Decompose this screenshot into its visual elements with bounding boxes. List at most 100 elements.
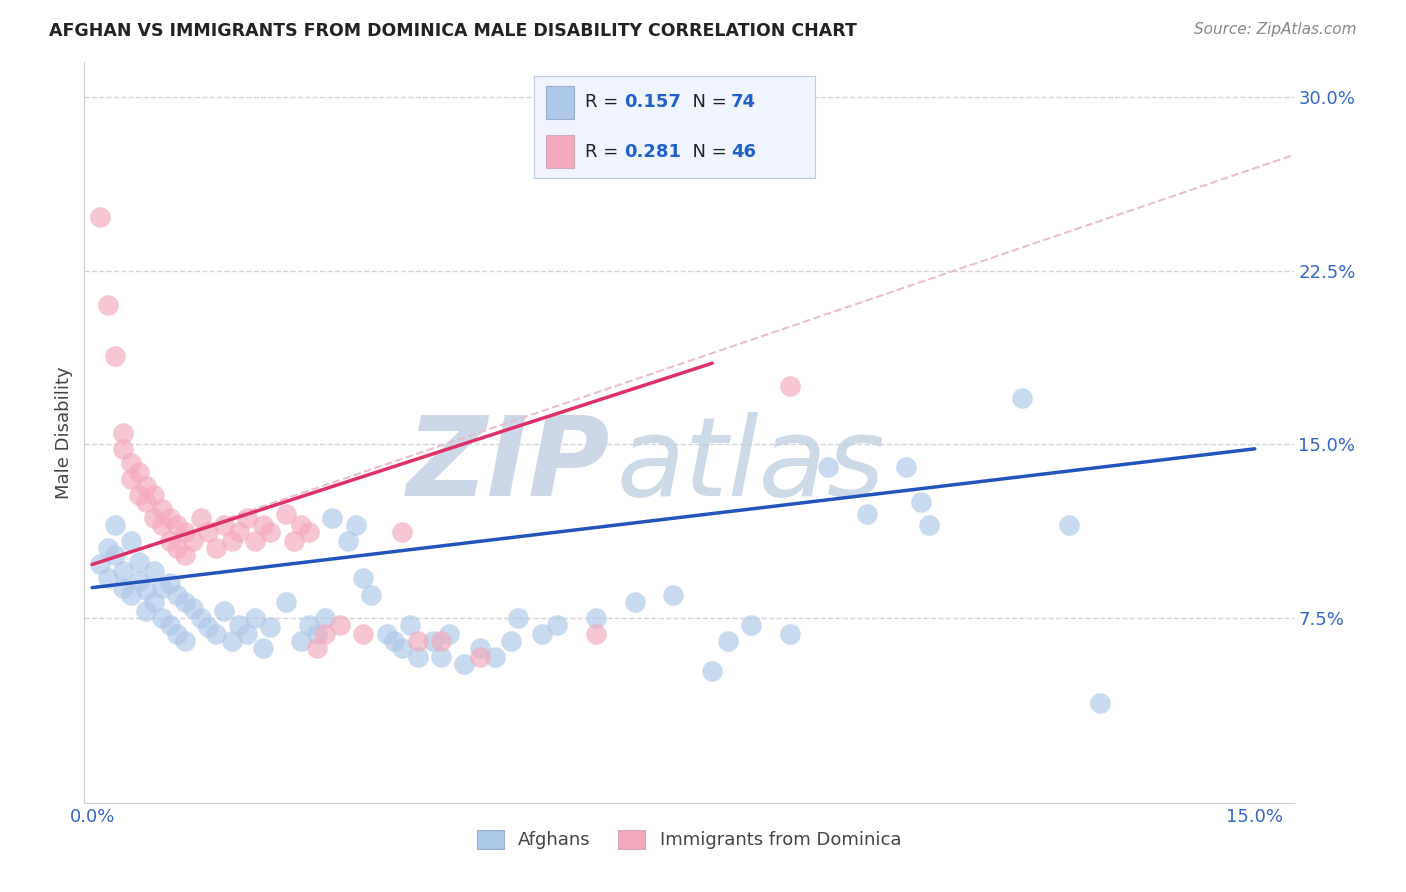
Point <box>135 495 157 509</box>
Point <box>97 541 120 556</box>
Text: R =: R = <box>585 143 624 161</box>
Text: 46: 46 <box>731 143 756 161</box>
Point <box>406 650 429 665</box>
Point <box>468 640 491 655</box>
Point <box>406 633 429 648</box>
Point <box>252 518 274 533</box>
Point <box>159 534 181 549</box>
Point <box>112 425 135 440</box>
Point <box>97 298 120 312</box>
Point <box>205 627 228 641</box>
Point <box>623 594 645 608</box>
Point <box>159 511 181 525</box>
Point <box>702 664 724 678</box>
Point <box>143 488 166 502</box>
Point <box>437 627 460 641</box>
Point <box>159 576 181 591</box>
Point <box>128 488 150 502</box>
Point <box>112 442 135 456</box>
Point <box>243 534 266 549</box>
Point <box>585 627 607 641</box>
Point <box>856 507 879 521</box>
Point <box>197 620 219 634</box>
Point <box>290 633 312 648</box>
Point <box>375 627 398 641</box>
Point <box>352 571 374 585</box>
Point <box>1011 391 1033 405</box>
Point <box>174 525 197 540</box>
Point <box>717 633 740 648</box>
Legend: Afghans, Immigrants from Dominica: Afghans, Immigrants from Dominica <box>470 823 908 856</box>
Point <box>104 548 127 562</box>
Point <box>174 594 197 608</box>
Point <box>329 617 352 632</box>
Point <box>360 588 382 602</box>
Point <box>384 633 406 648</box>
Point <box>190 511 212 525</box>
Point <box>89 211 111 225</box>
Point <box>274 594 297 608</box>
Point <box>344 518 367 533</box>
Point <box>430 650 453 665</box>
Point <box>259 525 281 540</box>
Text: 74: 74 <box>731 94 756 112</box>
Point <box>221 633 243 648</box>
Point <box>274 507 297 521</box>
Point <box>508 611 530 625</box>
Point <box>135 604 157 618</box>
Bar <box>546 87 574 119</box>
Text: 0.281: 0.281 <box>624 143 682 161</box>
Point <box>305 640 328 655</box>
Point <box>817 460 839 475</box>
Point <box>1088 696 1111 710</box>
Point <box>228 617 250 632</box>
Point <box>910 495 932 509</box>
Point <box>252 640 274 655</box>
Point <box>166 627 188 641</box>
Point <box>150 611 173 625</box>
Point <box>499 633 522 648</box>
Point <box>662 588 685 602</box>
Point <box>290 518 312 533</box>
Point <box>453 657 475 671</box>
Point <box>352 627 374 641</box>
Text: Source: ZipAtlas.com: Source: ZipAtlas.com <box>1194 22 1357 37</box>
Point <box>150 518 173 533</box>
Point <box>120 534 142 549</box>
Point <box>143 594 166 608</box>
Point <box>135 479 157 493</box>
Point <box>236 627 259 641</box>
Point <box>894 460 917 475</box>
Point <box>259 620 281 634</box>
Text: ZIP: ZIP <box>406 412 610 519</box>
Point <box>150 502 173 516</box>
Point <box>314 627 336 641</box>
Point <box>236 511 259 525</box>
Text: 0.157: 0.157 <box>624 94 681 112</box>
Point <box>585 611 607 625</box>
Text: N =: N = <box>681 143 733 161</box>
Point <box>197 525 219 540</box>
Point <box>190 611 212 625</box>
Point <box>321 511 343 525</box>
Point <box>128 465 150 479</box>
Point <box>484 650 506 665</box>
Point <box>174 633 197 648</box>
Point <box>89 558 111 572</box>
Text: N =: N = <box>681 94 733 112</box>
Point <box>112 565 135 579</box>
Point <box>174 548 197 562</box>
Point <box>779 379 801 393</box>
Point <box>1057 518 1080 533</box>
Point <box>336 534 359 549</box>
Text: atlas: atlas <box>616 412 884 519</box>
Point <box>298 525 321 540</box>
Point <box>128 574 150 588</box>
Point <box>181 534 204 549</box>
Point <box>228 525 250 540</box>
Text: R =: R = <box>585 94 624 112</box>
Point <box>430 633 453 648</box>
Point <box>391 640 413 655</box>
Point <box>740 617 762 632</box>
Point <box>243 611 266 625</box>
